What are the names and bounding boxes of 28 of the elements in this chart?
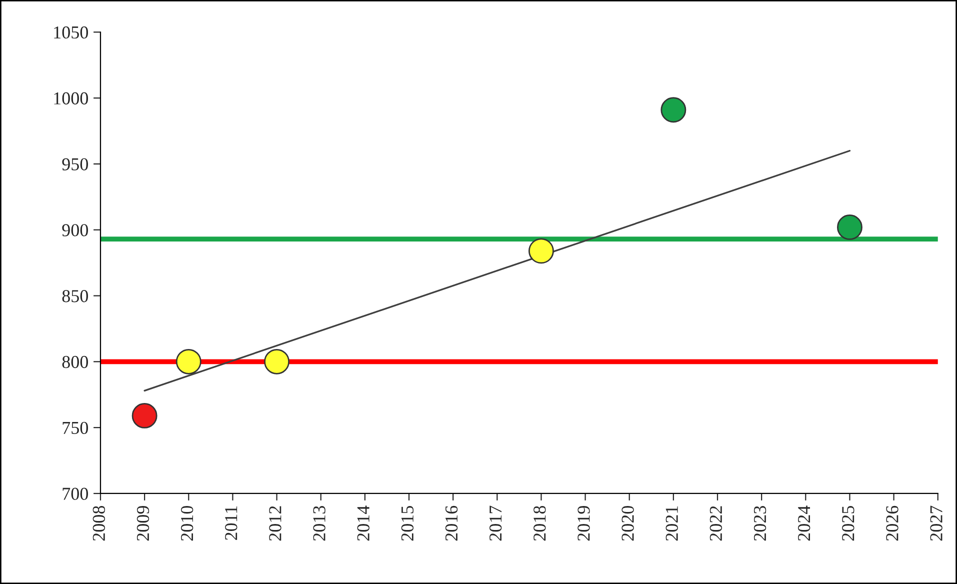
x-tick-label: 2021 xyxy=(666,506,678,541)
x-tick-label: 2015 xyxy=(401,506,414,541)
x-tick-label: 2025 xyxy=(842,506,854,541)
x-tick-label: 2011 xyxy=(225,506,238,540)
x-tick-label: 2018 xyxy=(534,506,546,541)
x-tick-label: 2022 xyxy=(710,506,722,541)
x-tick-label: 2013 xyxy=(313,506,326,541)
x-tick-label: 2010 xyxy=(180,506,194,541)
y-tick-label: 850 xyxy=(62,290,88,302)
y-tick-label: 750 xyxy=(62,422,88,434)
y-tick-label: 900 xyxy=(62,224,88,236)
x-tick-label: 2009 xyxy=(136,506,150,541)
x-tick-label: 2016 xyxy=(445,506,458,541)
x-tick-label: 2012 xyxy=(269,506,282,541)
y-tick-label: 700 xyxy=(62,488,88,500)
x-tick-label: 2017 xyxy=(489,506,502,541)
x-tick-label: 2027 xyxy=(930,506,942,541)
x-tick-label: 2023 xyxy=(754,506,766,541)
x-tick-label: 2020 xyxy=(622,506,634,541)
x-tick-label: 2014 xyxy=(357,506,370,541)
y-tick-label: 1050 xyxy=(54,26,88,39)
y-tick-label: 1000 xyxy=(54,92,88,104)
x-tick-label: 2024 xyxy=(798,506,810,541)
x-tick-label: 2019 xyxy=(578,506,590,541)
x-tick-label: 2008 xyxy=(92,506,106,541)
x-tick-label: 2026 xyxy=(886,506,898,541)
y-tick-label: 950 xyxy=(62,158,88,170)
y-tick-label: 800 xyxy=(62,356,88,368)
